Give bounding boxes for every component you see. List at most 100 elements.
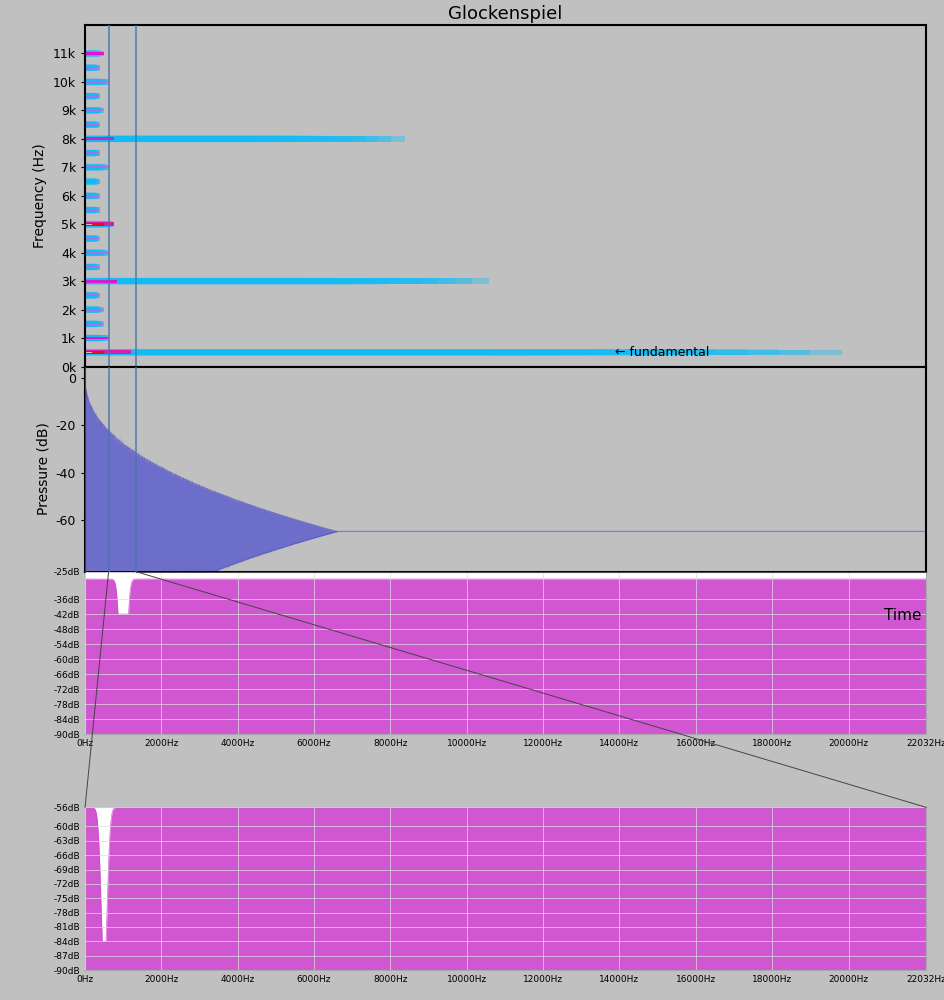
Bar (85, 192, 94, 200)
Bar (85, 107, 97, 114)
Bar (85, 121, 96, 128)
Bar (85, 292, 95, 299)
Bar (85, 250, 105, 256)
Bar (85, 192, 93, 200)
Bar (85, 78, 101, 86)
Bar (85, 321, 102, 327)
Bar (85, 178, 95, 185)
Bar (85, 93, 99, 99)
Bar (85, 235, 97, 242)
Bar (85, 192, 95, 199)
Bar (85, 206, 93, 214)
Bar (85, 349, 589, 356)
Bar (85, 64, 95, 71)
Bar (85, 321, 104, 327)
Bar (85, 264, 98, 270)
Y-axis label: Pressure (dB): Pressure (dB) (36, 423, 50, 515)
Bar (85, 335, 108, 341)
Bar (85, 64, 94, 71)
Bar (85, 207, 99, 213)
Bar (85, 349, 620, 356)
Bar (85, 165, 108, 170)
Bar (85, 164, 104, 171)
Bar (85, 164, 101, 171)
Bar (85, 179, 100, 184)
Bar (85, 50, 100, 57)
Bar (85, 352, 92, 353)
Title: Glockenspiel: Glockenspiel (447, 5, 563, 23)
Bar (85, 263, 93, 271)
Bar (85, 121, 94, 128)
Bar (85, 78, 99, 86)
Bar (85, 164, 103, 171)
Bar (85, 136, 391, 142)
Bar (85, 135, 284, 143)
Bar (85, 135, 325, 142)
Bar (85, 192, 95, 199)
Bar (85, 107, 101, 113)
Bar (85, 65, 99, 71)
Bar (85, 52, 104, 55)
Bar (85, 320, 99, 327)
Bar (85, 221, 105, 228)
Bar (85, 164, 107, 170)
Bar (85, 150, 99, 156)
Bar (85, 122, 99, 127)
Bar (85, 278, 471, 284)
Bar (85, 334, 97, 342)
Bar (85, 292, 94, 299)
Bar (85, 193, 98, 199)
Bar (85, 250, 108, 256)
Bar (85, 164, 100, 171)
Bar (85, 249, 104, 256)
Bar (85, 293, 100, 298)
Bar (85, 235, 94, 242)
Bar (85, 135, 258, 143)
Bar (85, 292, 95, 299)
Bar (85, 321, 103, 327)
Bar (85, 351, 104, 354)
Bar (85, 292, 98, 298)
Bar (85, 221, 110, 227)
Bar (85, 249, 101, 256)
Bar (85, 221, 106, 228)
Bar (85, 220, 102, 228)
Bar (85, 335, 107, 341)
Bar (85, 221, 112, 227)
Bar (85, 107, 99, 114)
Bar (85, 164, 102, 171)
Bar (85, 320, 98, 327)
Bar (85, 277, 320, 285)
Bar (85, 263, 95, 271)
Bar (85, 50, 95, 57)
Bar (85, 193, 99, 199)
Bar (85, 249, 99, 257)
Bar (85, 349, 558, 356)
Bar (85, 50, 101, 57)
Bar (85, 81, 109, 83)
Bar (85, 335, 105, 341)
Bar (85, 163, 97, 171)
Bar (85, 222, 114, 226)
Bar (85, 92, 93, 100)
Bar (85, 206, 94, 214)
Bar (85, 50, 97, 57)
Bar (85, 222, 114, 227)
Bar (85, 306, 95, 313)
Bar (85, 178, 93, 185)
Bar (85, 93, 99, 99)
Bar (85, 321, 100, 327)
Bar (85, 165, 109, 170)
Bar (85, 306, 100, 313)
Bar (85, 135, 271, 143)
Bar (85, 335, 109, 341)
Bar (85, 149, 93, 157)
Bar (85, 50, 95, 57)
Bar (85, 306, 99, 313)
Bar (85, 349, 716, 355)
Bar (85, 292, 97, 299)
Bar (85, 292, 96, 299)
Bar (85, 164, 105, 170)
Bar (85, 122, 100, 127)
Bar (85, 78, 100, 86)
